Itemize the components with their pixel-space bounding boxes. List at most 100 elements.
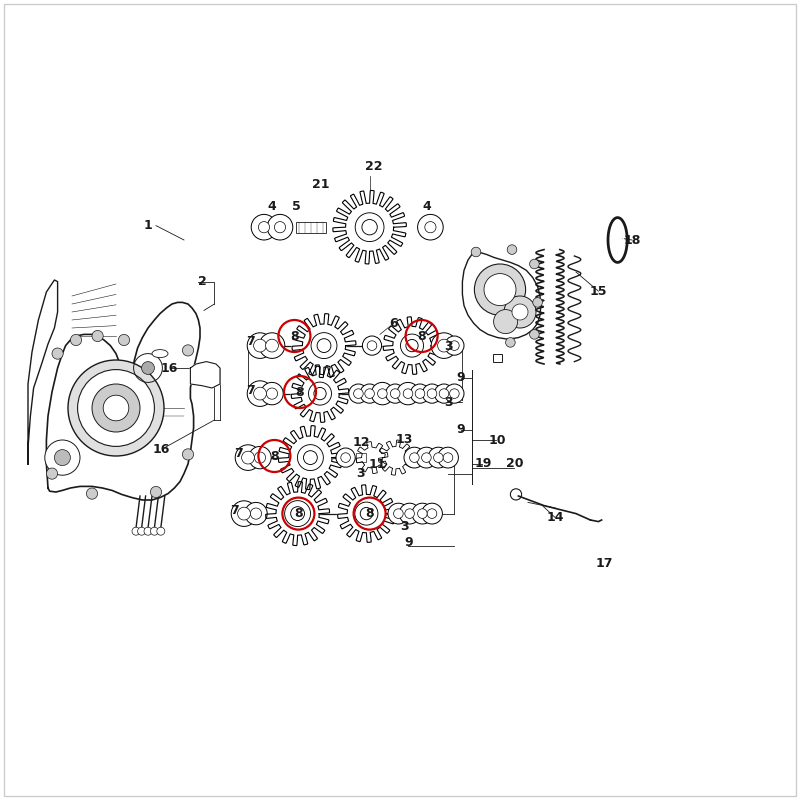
Circle shape xyxy=(427,509,437,518)
Circle shape xyxy=(530,259,539,269)
Circle shape xyxy=(54,450,70,466)
Circle shape xyxy=(247,381,273,406)
Circle shape xyxy=(259,333,285,358)
Text: 1: 1 xyxy=(144,219,152,232)
Circle shape xyxy=(354,389,363,398)
Polygon shape xyxy=(292,314,356,378)
Text: 7: 7 xyxy=(246,384,254,397)
Circle shape xyxy=(405,509,414,518)
Polygon shape xyxy=(462,252,541,339)
Circle shape xyxy=(438,447,458,468)
Text: 9: 9 xyxy=(457,423,465,436)
Circle shape xyxy=(251,214,277,240)
Circle shape xyxy=(360,384,379,403)
Polygon shape xyxy=(333,190,406,264)
Circle shape xyxy=(450,389,459,398)
Circle shape xyxy=(349,384,368,403)
Ellipse shape xyxy=(152,350,168,358)
Text: 9: 9 xyxy=(405,536,413,549)
Circle shape xyxy=(484,274,516,306)
Circle shape xyxy=(390,389,400,398)
Polygon shape xyxy=(291,365,349,422)
Circle shape xyxy=(450,341,459,350)
Text: 9: 9 xyxy=(457,371,465,384)
Circle shape xyxy=(428,447,449,468)
Text: 13: 13 xyxy=(395,433,413,446)
Circle shape xyxy=(410,384,430,403)
Circle shape xyxy=(418,214,443,240)
Circle shape xyxy=(258,222,270,233)
Text: 10: 10 xyxy=(489,434,506,446)
Polygon shape xyxy=(28,280,58,464)
Circle shape xyxy=(254,339,266,352)
Circle shape xyxy=(404,447,425,468)
Text: 15: 15 xyxy=(590,285,607,298)
Text: 8: 8 xyxy=(418,330,426,342)
Circle shape xyxy=(434,453,443,462)
Circle shape xyxy=(438,339,450,352)
Circle shape xyxy=(427,389,437,398)
Circle shape xyxy=(422,384,442,403)
Circle shape xyxy=(443,453,453,462)
Circle shape xyxy=(410,453,419,462)
Circle shape xyxy=(46,468,58,479)
FancyBboxPatch shape xyxy=(356,453,366,462)
Text: 20: 20 xyxy=(506,457,524,470)
Circle shape xyxy=(403,389,413,398)
Circle shape xyxy=(533,298,542,307)
Circle shape xyxy=(336,448,355,467)
Text: 11: 11 xyxy=(369,458,386,470)
Circle shape xyxy=(142,362,154,374)
Text: 18: 18 xyxy=(623,234,641,246)
Circle shape xyxy=(394,509,403,518)
Circle shape xyxy=(92,330,103,342)
Circle shape xyxy=(274,222,286,233)
Text: 6: 6 xyxy=(390,317,398,330)
Circle shape xyxy=(68,360,164,456)
Circle shape xyxy=(78,370,154,446)
Circle shape xyxy=(512,304,528,320)
Text: 17: 17 xyxy=(596,557,614,570)
Circle shape xyxy=(267,214,293,240)
Circle shape xyxy=(341,453,350,462)
Circle shape xyxy=(507,245,517,254)
Text: 4: 4 xyxy=(422,200,430,213)
Circle shape xyxy=(92,384,140,432)
Text: 8: 8 xyxy=(294,507,302,520)
Text: 3: 3 xyxy=(357,467,365,480)
FancyBboxPatch shape xyxy=(493,354,502,362)
Circle shape xyxy=(150,486,162,498)
Circle shape xyxy=(371,382,394,405)
Circle shape xyxy=(182,449,194,460)
Text: 3: 3 xyxy=(444,340,452,353)
Text: 8: 8 xyxy=(290,330,298,342)
Circle shape xyxy=(266,339,278,352)
FancyBboxPatch shape xyxy=(296,222,326,233)
Text: 5: 5 xyxy=(292,200,300,213)
Circle shape xyxy=(367,341,377,350)
Circle shape xyxy=(445,384,464,403)
Text: 7: 7 xyxy=(234,447,242,460)
Circle shape xyxy=(365,389,374,398)
Circle shape xyxy=(431,333,457,358)
Circle shape xyxy=(530,330,539,339)
Circle shape xyxy=(242,451,254,464)
Circle shape xyxy=(144,527,152,535)
Circle shape xyxy=(157,527,165,535)
Circle shape xyxy=(249,446,271,469)
Text: 16: 16 xyxy=(161,362,178,374)
Circle shape xyxy=(397,382,419,405)
Circle shape xyxy=(103,395,129,421)
Polygon shape xyxy=(378,440,414,475)
Circle shape xyxy=(418,509,427,518)
Polygon shape xyxy=(266,482,330,546)
Text: 8: 8 xyxy=(296,386,304,398)
Text: 21: 21 xyxy=(312,178,330,190)
Polygon shape xyxy=(278,426,342,490)
Text: 7: 7 xyxy=(230,504,238,517)
Text: 8: 8 xyxy=(366,507,374,520)
Polygon shape xyxy=(190,362,220,388)
Circle shape xyxy=(235,445,261,470)
Circle shape xyxy=(150,527,158,535)
Circle shape xyxy=(504,296,536,328)
